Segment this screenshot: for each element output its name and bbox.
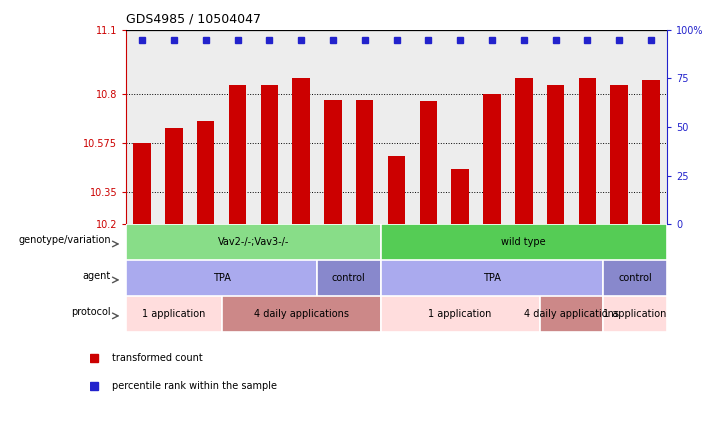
Bar (476, 30, 508, 224)
Bar (190, 30, 221, 224)
Bar (444, 30, 476, 224)
Bar (221, 296, 381, 332)
Bar (293, 78, 310, 224)
Bar (451, 169, 469, 224)
Bar (126, 30, 158, 224)
Text: TPA: TPA (483, 273, 501, 283)
Bar (349, 30, 381, 224)
Bar (388, 156, 405, 224)
Text: wild type: wild type (502, 237, 546, 247)
Bar (158, 30, 190, 224)
Bar (229, 85, 247, 224)
Text: transformed count: transformed count (112, 354, 203, 363)
Bar (635, 30, 667, 224)
Text: GDS4985 / 10504047: GDS4985 / 10504047 (126, 13, 261, 26)
Bar (197, 121, 214, 224)
Text: percentile rank within the sample: percentile rank within the sample (112, 381, 277, 391)
Text: genotype/variation: genotype/variation (19, 235, 111, 245)
Text: 1 application: 1 application (603, 309, 667, 319)
Bar (579, 78, 596, 224)
Bar (572, 30, 603, 224)
Bar (381, 296, 540, 332)
Bar (126, 296, 221, 332)
Bar (381, 260, 603, 296)
Bar (603, 260, 667, 296)
Bar (540, 296, 603, 332)
Bar (221, 30, 253, 224)
Bar (547, 85, 565, 224)
Bar (642, 80, 660, 224)
Bar (324, 100, 342, 224)
Bar (381, 30, 412, 224)
Bar (611, 85, 628, 224)
Bar (356, 100, 373, 224)
Text: TPA: TPA (213, 273, 231, 283)
Text: 1 application: 1 application (428, 309, 492, 319)
Text: 4 daily applications: 4 daily applications (524, 309, 619, 319)
Text: 1 application: 1 application (142, 309, 205, 319)
Bar (515, 78, 533, 224)
Bar (317, 260, 381, 296)
Bar (420, 101, 437, 224)
Text: agent: agent (83, 271, 111, 281)
Bar (286, 30, 317, 224)
Bar (165, 128, 182, 224)
Text: 4 daily applications: 4 daily applications (254, 309, 349, 319)
Bar (603, 30, 635, 224)
Bar (381, 224, 667, 260)
Text: protocol: protocol (71, 307, 111, 317)
Text: control: control (618, 273, 652, 283)
Bar (133, 143, 151, 224)
Bar (260, 85, 278, 224)
Bar (412, 30, 444, 224)
Bar (126, 224, 381, 260)
Bar (508, 30, 540, 224)
Bar (317, 30, 349, 224)
Bar (483, 94, 500, 224)
Text: Vav2-/-;Vav3-/-: Vav2-/-;Vav3-/- (218, 237, 289, 247)
Bar (540, 30, 572, 224)
Bar (603, 296, 667, 332)
Bar (126, 260, 317, 296)
Bar (253, 30, 286, 224)
Text: control: control (332, 273, 366, 283)
